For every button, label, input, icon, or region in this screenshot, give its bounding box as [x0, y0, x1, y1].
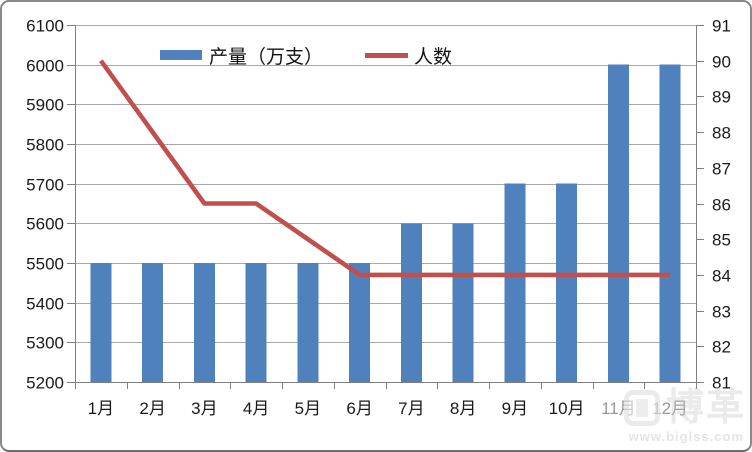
headcount-series-label: 人数 — [414, 46, 453, 68]
x-tick-label: 7月 — [398, 399, 424, 418]
legend-item-headcount: 人数 — [323, 42, 452, 69]
x-tick-label: 1月 — [88, 399, 114, 418]
y-right-tick-label: 81 — [712, 374, 731, 393]
bar-11月 — [607, 64, 629, 382]
y-right-tick-label: 89 — [712, 88, 731, 107]
right-axis-labels: 91 90 89 88 87 86 85 84 83 82 81 — [712, 17, 731, 393]
x-tick-label: 4月 — [243, 399, 269, 418]
y-left-tick-label: 5800 — [26, 136, 64, 155]
production-bars — [90, 64, 681, 382]
x-tick-label: 8月 — [450, 399, 476, 418]
bar-series-swatch — [160, 50, 202, 60]
x-tick-label: 9月 — [502, 399, 528, 418]
bar-8月 — [452, 223, 474, 382]
bar-9月 — [504, 183, 526, 382]
y-right-tick-label: 82 — [712, 338, 731, 357]
y-left-tick-label: 6000 — [26, 57, 64, 76]
line-series-swatch — [365, 52, 409, 58]
x-tick-label: 10月 — [549, 399, 585, 418]
y-right-tick-label: 87 — [712, 160, 731, 179]
y-left-tick-label: 5600 — [26, 215, 64, 234]
bar-1月 — [90, 263, 112, 382]
x-tick-label: 3月 — [191, 399, 217, 418]
bar-2月 — [142, 263, 164, 382]
bar-6月 — [349, 263, 371, 382]
production-series-label: 产量（万支） — [209, 46, 324, 68]
y-right-tick-label: 84 — [712, 267, 731, 286]
x-tick-label: 2月 — [139, 399, 165, 418]
y-right-tick-label: 86 — [712, 196, 731, 215]
bar-4月 — [245, 263, 267, 382]
bar-7月 — [400, 223, 422, 382]
bar-5月 — [297, 263, 319, 382]
y-left-tick-label: 5700 — [26, 176, 64, 195]
y-right-tick-label: 83 — [712, 303, 731, 322]
headcount-line — [99, 59, 671, 278]
y-right-tick-label: 91 — [712, 17, 731, 36]
y-left-tick-label: 5500 — [26, 255, 64, 274]
y-left-tick-label: 6100 — [26, 17, 64, 36]
y-right-tick-label: 88 — [712, 124, 731, 143]
y-left-tick-label: 5200 — [26, 374, 64, 393]
legend-item-production: 产量（万支） — [160, 42, 323, 69]
x-tick-label: 12月 — [652, 399, 688, 418]
left-axis-labels: 6100 6000 5900 5800 5700 5600 5500 5400 5300 5200 — [26, 17, 64, 393]
bar-10月 — [556, 183, 578, 382]
bar-12月 — [659, 64, 681, 382]
y-left-tick-label: 5400 — [26, 295, 64, 314]
x-tick-label: 5月 — [295, 399, 321, 418]
y-left-tick-label: 5300 — [26, 334, 64, 353]
axis-ticks — [67, 24, 704, 389]
y-left-tick-label: 5900 — [26, 96, 64, 115]
legend: 产量（万支） 人数 — [160, 42, 452, 69]
axis-lines — [74, 25, 698, 384]
bar-3月 — [193, 263, 215, 382]
gridlines — [75, 25, 696, 343]
x-tick-label: 6月 — [346, 399, 372, 418]
y-right-tick-label: 90 — [712, 53, 731, 72]
x-tick-label: 11月 — [601, 399, 636, 418]
y-right-tick-label: 85 — [712, 231, 731, 250]
x-axis-labels: 1月 2月 3月 4月 5月 6月 7月 8月 9月 10月 11月 12月 — [88, 399, 688, 418]
